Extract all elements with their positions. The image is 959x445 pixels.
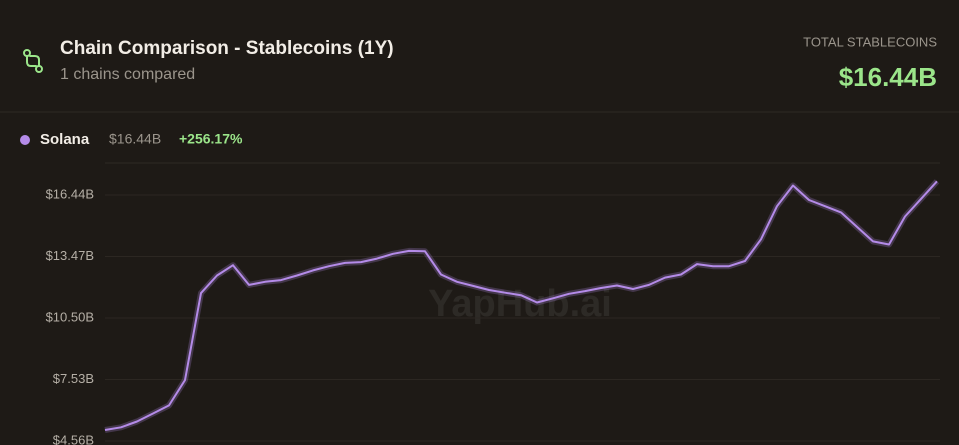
chart-subtitle: 1 chains compared — [60, 66, 195, 83]
y-tick-label: $4.56B — [53, 432, 94, 445]
y-tick-label: $7.53B — [53, 371, 94, 386]
legend-change: +256.17% — [179, 131, 243, 147]
y-tick-label: $13.47B — [46, 248, 94, 263]
y-tick-label: $16.44B — [46, 186, 94, 201]
legend-name: Solana — [40, 131, 90, 148]
y-tick-label: $10.50B — [46, 309, 94, 324]
chart-title: Chain Comparison - Stablecoins (1Y) — [60, 38, 394, 59]
legend-value: $16.44B — [109, 131, 161, 147]
line — [104, 180, 938, 431]
total-label: TOTAL STABLECOINS — [803, 34, 937, 49]
total-value: $16.44B — [839, 62, 937, 92]
chain-icon — [23, 49, 43, 73]
legend-dot — [20, 135, 30, 145]
